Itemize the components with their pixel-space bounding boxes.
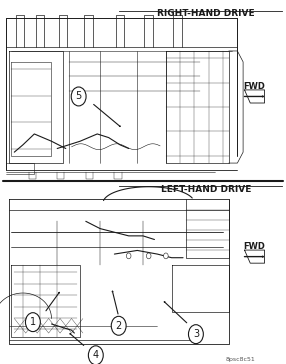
Text: RIGHT-HAND DRIVE: RIGHT-HAND DRIVE [157,9,255,19]
Text: FWD: FWD [244,242,265,251]
Circle shape [126,253,131,259]
Circle shape [25,313,40,332]
Text: 2: 2 [116,321,122,331]
Text: 5: 5 [76,91,82,102]
Text: LEFT-HAND DRIVE: LEFT-HAND DRIVE [161,185,251,194]
Circle shape [146,253,151,259]
Text: FWD: FWD [244,82,265,91]
Circle shape [88,346,103,364]
Circle shape [111,316,126,335]
Text: 8psc8c51: 8psc8c51 [225,357,255,362]
Text: 4: 4 [93,350,99,360]
Text: 1: 1 [30,317,36,327]
Circle shape [71,87,86,106]
Circle shape [164,253,168,259]
Circle shape [188,325,203,344]
Text: 3: 3 [193,329,199,339]
